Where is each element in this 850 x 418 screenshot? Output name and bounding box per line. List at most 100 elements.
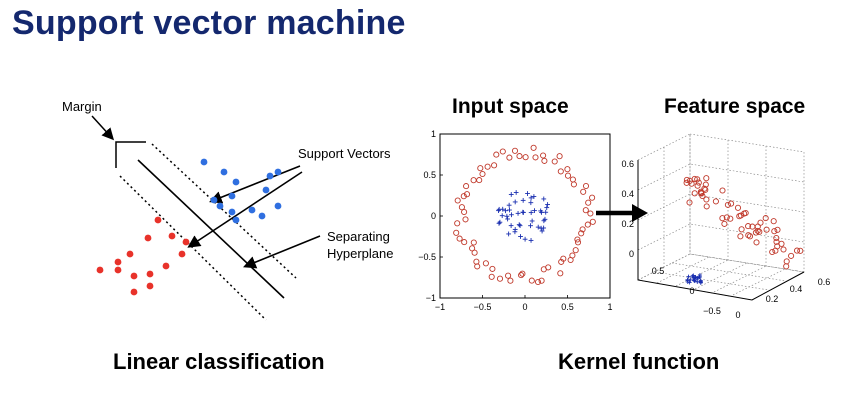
feature-outer-point	[703, 203, 710, 210]
outer-ring-point	[488, 273, 495, 280]
inner-cluster-point	[509, 212, 514, 218]
feature-inner-point	[693, 275, 698, 280]
inner-cluster-point	[520, 209, 526, 215]
feature-outer-point	[697, 189, 705, 196]
inner-cluster-point	[496, 220, 502, 226]
inner-cluster-point	[541, 196, 547, 202]
outer-ring-point	[461, 208, 468, 216]
outer-ring-point	[538, 277, 545, 284]
class-b-point	[114, 258, 122, 266]
inner-cluster-point	[539, 210, 544, 215]
outer-ring-point	[564, 172, 572, 179]
feature-y-tick-label: −0.5	[703, 306, 721, 316]
class-a-points	[200, 158, 282, 224]
outer-ring-point	[578, 230, 585, 237]
class-a-point	[210, 196, 218, 204]
feature-outer-point	[701, 185, 708, 192]
outer-ring-point	[506, 154, 513, 161]
feature-z-tick-label: 0.6	[621, 159, 634, 169]
inner-cluster-point	[508, 223, 514, 229]
feature-outer-point	[774, 226, 781, 233]
outer-ring-point	[474, 263, 481, 270]
class-b-point	[162, 262, 170, 270]
outer-ring-point	[589, 194, 596, 201]
class-b-point	[168, 232, 176, 240]
outer-ring-point	[556, 153, 563, 160]
class-b-point	[130, 288, 138, 296]
feature-z-tick-label: 0.2	[621, 219, 634, 229]
feature-plot-ticks: 0.6 0.4 0.2 0 0 0.2 0.4 0.6 0.5 0 −0.5	[621, 159, 830, 320]
inner-cluster-point	[532, 208, 537, 214]
class-a-point	[228, 192, 236, 200]
input-x-tick-label: −1	[435, 302, 445, 312]
outer-ring-point	[507, 277, 514, 284]
outer-ring-point	[557, 270, 564, 277]
margin-bracket	[115, 141, 146, 168]
feature-outer-point	[694, 182, 701, 189]
feature-inner-point	[698, 280, 703, 285]
outer-ring-point	[530, 144, 537, 151]
feature-inner-point	[686, 274, 691, 279]
feature-outer-point	[793, 247, 801, 254]
feature-plot-axes	[637, 160, 805, 301]
outer-ring-point	[511, 147, 519, 154]
linear-classification-caption: Linear classification	[113, 349, 325, 374]
outer-ring-point	[462, 216, 469, 223]
outer-ring-point	[540, 152, 547, 159]
outer-ring-point	[560, 255, 567, 262]
feature-outer-point	[728, 200, 735, 207]
outer-ring-point	[551, 158, 558, 165]
outer-ring-point	[572, 247, 579, 254]
feature-outer-point	[753, 239, 760, 246]
class-b-point	[144, 234, 152, 242]
inner-cluster-point	[517, 223, 523, 229]
feature-outer-point	[752, 229, 759, 236]
inner-cluster-point	[518, 234, 523, 239]
feature-outer-point	[738, 226, 745, 233]
class-b-point	[126, 250, 134, 258]
outer-ring-point	[587, 210, 594, 217]
feature-outer-point	[763, 226, 770, 233]
input-y-tick-label: 1	[431, 129, 436, 139]
inner-cluster-point	[528, 223, 533, 229]
feature-inner-point	[697, 274, 702, 279]
feature-x-tick-label: 0.4	[790, 284, 803, 294]
feature-outer-point	[797, 247, 804, 254]
feature-outer-point	[737, 212, 744, 219]
class-a-point	[232, 216, 240, 224]
outer-ring-point	[580, 188, 587, 195]
feature-inner-points	[685, 273, 703, 285]
class-a-point	[274, 168, 282, 176]
inner-cluster-point	[503, 208, 508, 214]
outer-ring-point	[469, 245, 476, 252]
outer-ring-point	[528, 277, 535, 284]
inner-cluster-point	[541, 218, 547, 224]
feature-outer-point	[742, 209, 749, 217]
inner-cluster-point	[505, 216, 511, 222]
outer-ring-point	[454, 220, 461, 227]
input-x-tick-label: 0.5	[561, 302, 574, 312]
outer-ring-point	[558, 258, 565, 265]
outer-ring-point	[582, 182, 590, 190]
inner-cluster-point	[545, 202, 550, 207]
class-a-point	[266, 172, 274, 180]
inner-cluster-point	[506, 202, 512, 208]
linear-classification-diagram	[91, 115, 321, 321]
feature-outer-point	[783, 263, 790, 270]
input-y-tick-label: −1	[426, 293, 436, 303]
inner-cluster-point	[539, 228, 545, 234]
margin-arrow	[91, 115, 115, 141]
hyperplane-arrow	[243, 235, 321, 269]
class-a-point	[274, 202, 282, 210]
feature-outer-point	[745, 232, 752, 239]
feature-outer-point	[721, 220, 728, 227]
inner-cluster-point	[513, 190, 519, 195]
inner-cluster-point	[515, 210, 521, 216]
feature-outer-point	[695, 179, 702, 186]
outer-ring-point	[574, 239, 582, 246]
outer-ring-point	[470, 239, 477, 246]
inner-cluster-point	[516, 222, 522, 228]
outer-ring-point	[518, 272, 525, 279]
inner-cluster-point	[528, 195, 534, 201]
feature-outer-point	[719, 187, 726, 194]
